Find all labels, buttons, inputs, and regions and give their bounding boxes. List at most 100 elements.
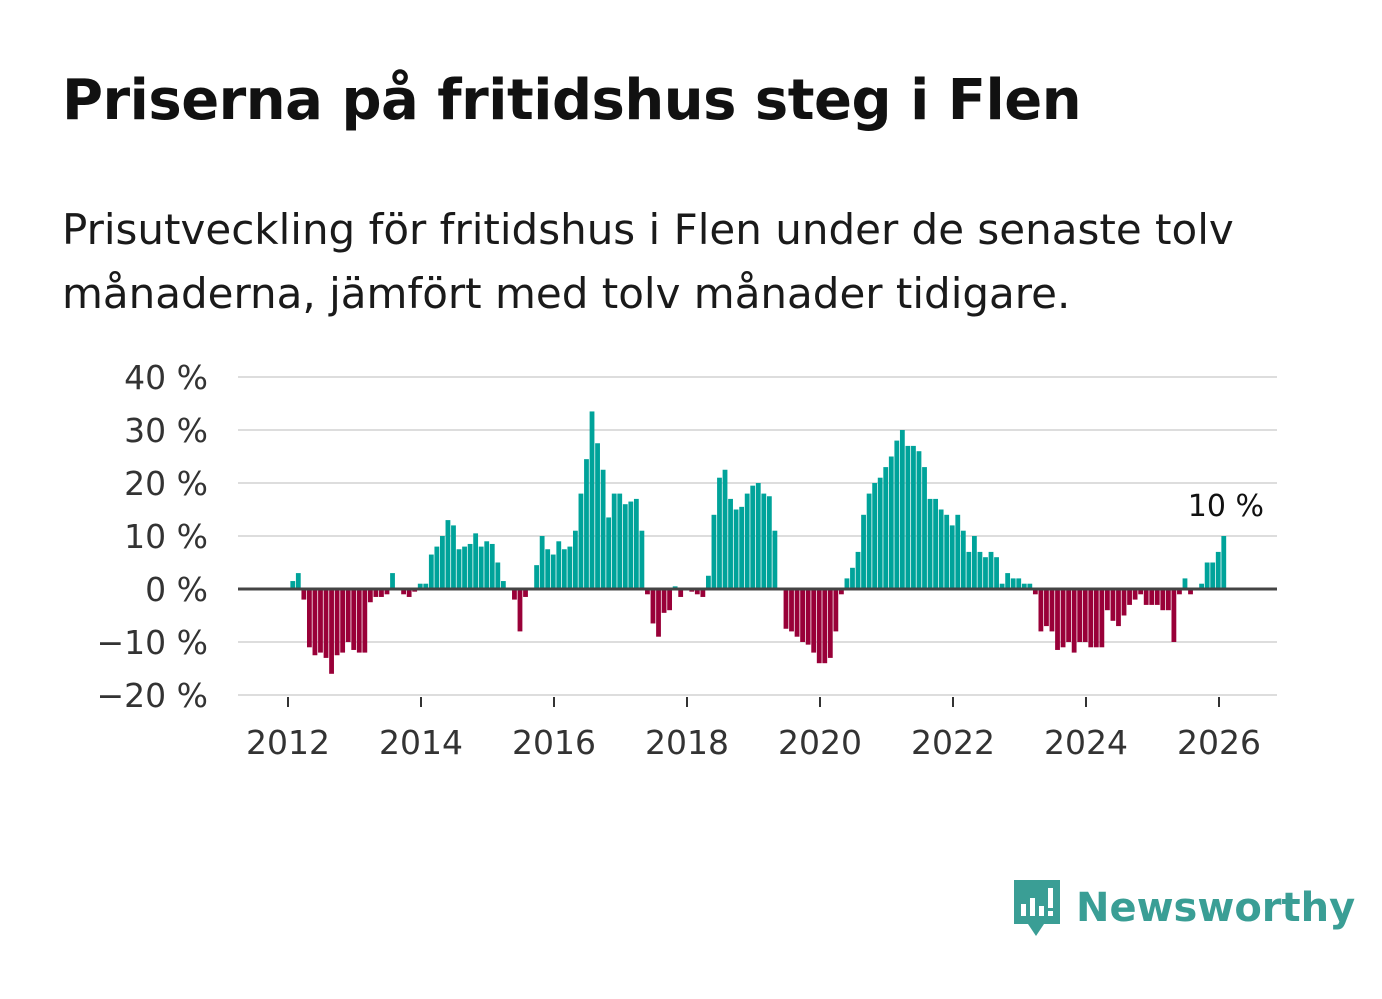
bar xyxy=(406,589,412,597)
bar xyxy=(1049,589,1055,632)
bar xyxy=(844,578,850,589)
bar xyxy=(949,525,955,589)
bar xyxy=(301,589,307,600)
bar xyxy=(1010,578,1016,589)
bar xyxy=(650,589,656,624)
x-tick-label: 2022 xyxy=(911,723,995,762)
bar xyxy=(800,589,806,642)
bar xyxy=(290,581,296,589)
bar xyxy=(512,589,517,600)
bar xyxy=(933,498,939,589)
bar xyxy=(1005,573,1011,589)
newsworthy-logo: Newsworthy xyxy=(1010,878,1355,938)
last-value-annotation: 10 % xyxy=(1188,489,1264,524)
bar xyxy=(755,483,761,589)
bar xyxy=(1215,551,1221,589)
bar xyxy=(318,589,323,653)
bar xyxy=(1071,589,1077,653)
bar xyxy=(561,549,567,589)
bar xyxy=(805,589,811,645)
bar xyxy=(838,589,844,595)
bar xyxy=(1099,589,1105,648)
x-tick-label: 2020 xyxy=(778,723,862,762)
bar xyxy=(988,551,994,589)
bar xyxy=(584,459,589,589)
bar xyxy=(517,589,523,632)
bar xyxy=(390,573,395,589)
bar xyxy=(977,551,983,589)
y-tick-label: 10 % xyxy=(124,517,208,556)
bar xyxy=(955,514,961,589)
bar xyxy=(944,514,950,589)
bar xyxy=(1077,589,1083,642)
bar xyxy=(1027,583,1033,589)
bar xyxy=(595,443,600,589)
bar xyxy=(362,589,368,653)
bar xyxy=(589,411,595,589)
bar xyxy=(534,565,540,589)
bar xyxy=(567,546,573,589)
bar xyxy=(960,530,966,589)
bar xyxy=(1021,583,1027,589)
bar xyxy=(606,517,612,589)
bar xyxy=(1149,589,1155,605)
bar xyxy=(428,554,434,589)
y-tick-label: 0 % xyxy=(145,570,208,609)
x-tick-label: 2016 xyxy=(512,723,596,762)
y-tick-label: −10 % xyxy=(97,623,209,662)
y-tick-label: 30 % xyxy=(124,411,208,450)
bar xyxy=(611,493,617,589)
bar xyxy=(916,451,922,589)
bar xyxy=(340,589,346,653)
bar xyxy=(434,546,440,589)
bar xyxy=(484,541,490,589)
bar xyxy=(456,549,462,589)
bar xyxy=(523,589,528,597)
newsworthy-logo-icon xyxy=(1014,880,1060,936)
bar xyxy=(888,456,894,589)
bar xyxy=(451,525,456,589)
bar xyxy=(866,493,872,589)
bar xyxy=(556,541,562,589)
bar xyxy=(1093,589,1099,648)
bar xyxy=(633,498,639,589)
bar xyxy=(617,493,623,589)
bar xyxy=(766,496,772,589)
bar xyxy=(473,533,479,589)
bar xyxy=(1188,589,1193,595)
bar xyxy=(1055,589,1060,650)
bar xyxy=(855,551,861,589)
bar xyxy=(1121,589,1127,616)
bar xyxy=(401,589,407,595)
bar xyxy=(1104,589,1110,611)
bar xyxy=(733,509,739,589)
bar xyxy=(1110,589,1116,621)
y-tick-label: 20 % xyxy=(124,464,208,503)
bar xyxy=(899,430,905,589)
bar xyxy=(983,557,988,589)
bar xyxy=(816,589,822,664)
bar xyxy=(1138,589,1144,595)
bar xyxy=(489,543,495,589)
bar xyxy=(794,589,800,637)
bar xyxy=(1154,589,1160,605)
bar xyxy=(1060,589,1066,648)
bar xyxy=(811,589,817,653)
bar xyxy=(661,589,667,613)
bar xyxy=(1032,589,1038,595)
bar xyxy=(678,589,684,597)
bar xyxy=(572,530,578,589)
bar xyxy=(384,589,390,595)
bar xyxy=(700,589,706,597)
bar xyxy=(833,589,839,632)
bar xyxy=(744,493,750,589)
bar xyxy=(894,440,900,589)
bar xyxy=(667,589,673,611)
bar xyxy=(1165,589,1171,611)
y-tick-label: 40 % xyxy=(124,358,208,397)
bar xyxy=(345,589,351,642)
bar xyxy=(966,551,972,589)
bar xyxy=(1116,589,1121,627)
bar xyxy=(1044,589,1049,627)
bar xyxy=(971,536,977,589)
